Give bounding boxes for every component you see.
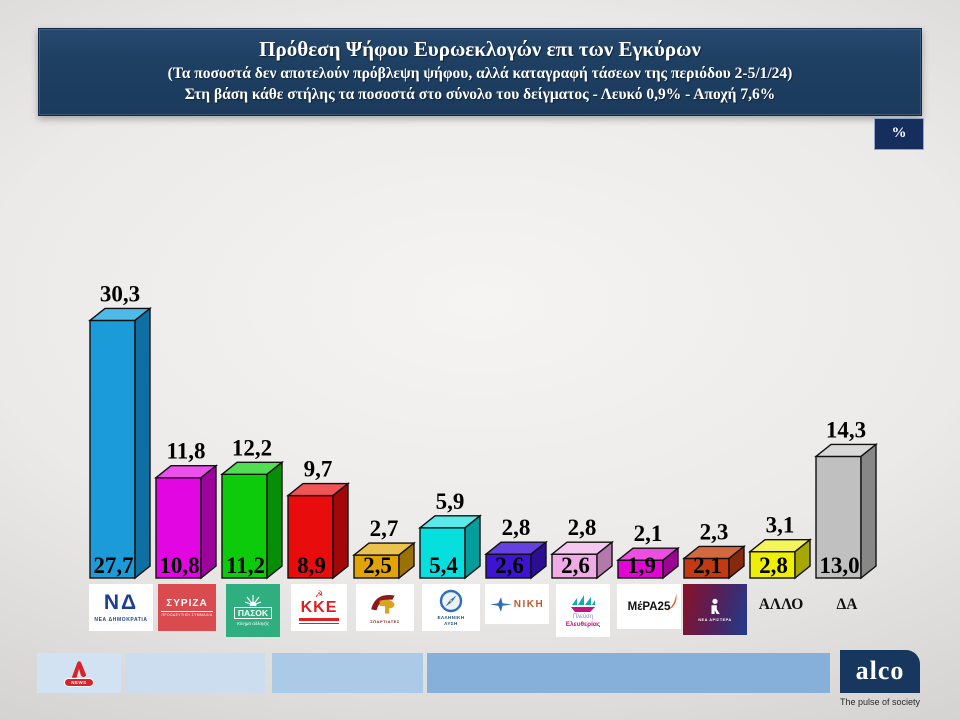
allo-label: ΑΛΛΟ [758, 596, 804, 613]
plefsi-logo-caption: Ελευθερίας [565, 621, 601, 628]
bar-top-value-3: 12,2 [232, 435, 272, 460]
kke-logo-bar-thin [299, 622, 339, 625]
bar-8 [550, 540, 614, 580]
subtitle-line-1: (Τα ποσοστά δεν αποτελούν πρόβλεψη ψήφου… [167, 65, 793, 82]
sailboat-icon [571, 595, 595, 612]
footer-box-3 [272, 653, 423, 693]
spartan-helmet-icon [371, 594, 395, 614]
syriza-logo-text: ΣΥΡΙΖΑ [166, 597, 208, 609]
header-banner: Πρόθεση Ψήφου Ευρωεκλογών επι των Εγκύρω… [38, 28, 922, 116]
bar-4 [286, 482, 350, 580]
bar-1 [88, 306, 152, 580]
footer-box-alpha: NEWS [37, 653, 121, 693]
bar-bottom-value-2: 10,8 [159, 553, 199, 578]
elliniki-lysi-caption-line2: ΛΥΣΗ [444, 620, 458, 626]
alpha-news-logo: NEWS [64, 660, 94, 687]
elliniki-lysi-caption-line1: ΕΛΛΗΝΙΚΗ [437, 614, 465, 620]
bar-12 [814, 442, 878, 580]
bar-bottom-value-10: 2,1 [693, 553, 722, 578]
bar-bottom-value-4: 8,9 [297, 553, 326, 578]
unit-label: % [891, 125, 907, 141]
alco-logo: alco [840, 650, 920, 693]
nd-logo-caption: ΝΕΑ ΔΗΜΟΚΡΑΤΙΑ [94, 617, 148, 623]
bar-2 [154, 464, 218, 580]
da-label: ΔΑ [836, 596, 858, 613]
bar-bottom-value-8: 2,6 [561, 553, 590, 578]
bar-bottom-value-12: 13,0 [819, 553, 859, 578]
bar-11 [748, 538, 812, 580]
niki-star-icon [489, 596, 512, 612]
mera25-swoosh-icon [666, 593, 677, 611]
party-logo-niki: ΝΙΚΗ [484, 584, 550, 640]
bar-top-value-2: 11,8 [167, 439, 206, 464]
party-logo-spartiates: ΣΠΑΡΤΙΑΤΕΣ [352, 584, 418, 640]
unit-label-box: % [874, 118, 924, 150]
pasok-logo-text: ΠΑΣΟΚ [233, 607, 273, 620]
alpha-news-badge: NEWS [64, 677, 94, 687]
nd-logo-letters: ΝΔ [103, 591, 139, 614]
alpha-logo-icon [71, 660, 87, 678]
bar-top-value-7: 2,8 [502, 515, 531, 540]
bar-5 [352, 541, 416, 580]
alco-tagline: The pulse of society [839, 697, 921, 707]
bar-bottom-value-5: 2,5 [363, 553, 392, 578]
kke-logo-bar [299, 617, 339, 622]
bar-bottom-value-6: 5,4 [429, 553, 458, 578]
bar-6 [418, 514, 482, 580]
party-logo-syriza: ΣΥΡΙΖΑ ΠΡΟΟΔΕΥΤΙΚΗ ΣΥΜΜΑΧΙΑ [154, 584, 220, 640]
footer-box-4 [427, 653, 830, 693]
bar-bottom-value-7: 2,6 [495, 553, 524, 578]
compass-icon [439, 589, 463, 613]
bar-bottom-value-1: 27,7 [93, 553, 133, 578]
bar-top-value-12: 14,3 [826, 417, 866, 442]
category-logos-row: ΝΔ ΝΕΑ ΔΗΜΟΚΡΑΤΙΑ ΣΥΡΙΖΑ ΠΡΟΟΔΕΥΤΙΚΗ ΣΥΜ… [88, 584, 880, 640]
bar-bottom-value-3: 11,2 [226, 553, 265, 578]
bar-top-value-6: 5,9 [436, 489, 465, 514]
pasok-logo-caption: Κίνημα αλλαγής [236, 620, 270, 626]
bar-10 [682, 544, 746, 580]
bar-top-value-4: 9,7 [304, 457, 333, 482]
bar-bottom-value-9: 1,9 [627, 553, 656, 578]
syriza-logo-caption: ΠΡΟΟΔΕΥΤΙΚΗ ΣΥΜΜΑΧΙΑ [161, 610, 213, 617]
page-title: Πρόθεση Ψήφου Ευρωεκλογών επι των Εγκύρω… [259, 37, 701, 61]
bar-top-value-1: 30,3 [100, 281, 140, 306]
niki-logo-text: ΝΙΚΗ [513, 598, 545, 610]
party-logo-nea-dimokratia: ΝΔ ΝΕΑ ΔΗΜΟΚΡΑΤΙΑ [88, 584, 154, 640]
bar-top-value-10: 2,3 [700, 519, 729, 544]
kke-logo-text: ΚΚΕ [300, 598, 338, 616]
party-logo-kke: ☭ ΚΚΕ [286, 584, 352, 640]
mera25-logo-text: ΜέΡΑ25 [627, 600, 671, 613]
bar-9 [616, 546, 680, 580]
party-logo-mera25: ΜέΡΑ25 [616, 584, 682, 640]
category-label-da: ΔΑ [814, 584, 880, 640]
spartiates-logo-caption: ΣΠΑΡΤΙΑΤΕΣ [370, 619, 400, 624]
party-logo-nea-aristera: ΝΕΑ ΑΡΙΣΤΕΡΑ [682, 584, 748, 640]
bar-top-value-8: 2,8 [568, 515, 597, 540]
nea-aristera-logo-caption: ΝΕΑ ΑΡΙΣΤΕΡΑ [698, 617, 732, 622]
subtitle-line-2: Στη βάση κάθε στήλης τα ποσοστά στο σύνο… [184, 86, 776, 103]
bar-3 [220, 460, 284, 580]
bar-top-value-9: 2,1 [634, 521, 663, 546]
bar-top-value-11: 3,1 [766, 513, 795, 538]
footer-box-2 [125, 653, 265, 693]
bar-bottom-value-11: 2,8 [759, 553, 788, 578]
bar-7 [484, 540, 548, 580]
party-logo-plefsi-eleftherias: Πλεύση Ελευθερίας [550, 584, 616, 640]
bar-top-value-5: 2,7 [370, 516, 399, 541]
nea-aristera-figure-icon [711, 598, 720, 614]
party-logo-pasok: ΠΑΣΟΚ Κίνημα αλλαγής [220, 584, 286, 640]
category-label-allo: ΑΛΛΟ [748, 584, 814, 640]
hammer-sickle-icon: ☭ [314, 589, 324, 600]
pasok-sun-icon [245, 595, 261, 607]
plefsi-logo-text: Πλεύση [572, 614, 594, 620]
party-logo-elliniki-lysi: ΕΛΛΗΝΙΚΗ ΛΥΣΗ [418, 584, 484, 640]
elliniki-lysi-logo-caption: ΕΛΛΗΝΙΚΗ ΛΥΣΗ [438, 615, 465, 626]
